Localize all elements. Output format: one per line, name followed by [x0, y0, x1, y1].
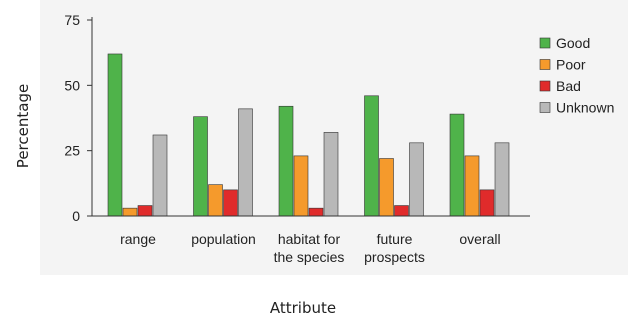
legend-swatch-good — [539, 37, 551, 49]
bar-bad-0 — [137, 205, 153, 217]
bar-unknown-1 — [238, 108, 253, 217]
bar-unknown-4 — [494, 142, 510, 217]
legend-swatch-unknown — [539, 102, 551, 113]
x-tick-label: population — [191, 231, 256, 247]
bar-good-1 — [193, 116, 208, 217]
y-tick-label: 50 — [64, 77, 80, 93]
x-tick-label: overall — [459, 231, 500, 247]
bar-poor-0 — [122, 207, 138, 217]
legend: Good Poor Bad Unknown — [539, 35, 614, 116]
y-axis-label: Percentage — [14, 84, 32, 168]
bar-good-0 — [107, 53, 123, 217]
y-tick-label: 25 — [64, 143, 80, 159]
bar-bad-2 — [308, 207, 324, 217]
bar-bad-3 — [394, 205, 409, 217]
legend-label-good: Good — [556, 35, 590, 51]
bar-good-2 — [278, 105, 294, 217]
bar-poor-2 — [293, 155, 309, 217]
x-tick-label: future prospects — [364, 231, 425, 265]
legend-label-unknown: Unknown — [556, 100, 614, 116]
x-tick-label: habitat for the species — [274, 231, 345, 265]
y-tick-label: 75 — [64, 12, 80, 28]
bar-good-3 — [364, 95, 379, 217]
legend-swatch-bad — [539, 80, 551, 92]
bar-unknown-0 — [152, 134, 168, 217]
bar-poor-3 — [379, 158, 394, 217]
bar-unknown-3 — [409, 142, 424, 217]
bar-poor-1 — [208, 184, 223, 217]
y-tick-label: 0 — [72, 208, 80, 224]
bar-poor-4 — [464, 155, 480, 217]
x-tick-label: range — [120, 231, 156, 247]
bars-group — [107, 53, 510, 217]
bar-unknown-2 — [323, 132, 339, 217]
legend-label-bad: Bad — [556, 78, 581, 94]
axes-group — [91, 17, 530, 217]
x-axis-label: Attribute — [270, 299, 336, 317]
legend-label-poor: Poor — [556, 57, 586, 73]
bar-bad-4 — [479, 189, 495, 217]
bar-bad-1 — [223, 189, 238, 217]
bar-good-4 — [449, 113, 465, 217]
y-tick-labels: 0 25 50 75 — [64, 12, 92, 224]
x-tick-labels: range population habitat for the species fut… — [120, 231, 501, 265]
legend-swatch-poor — [539, 59, 551, 70]
